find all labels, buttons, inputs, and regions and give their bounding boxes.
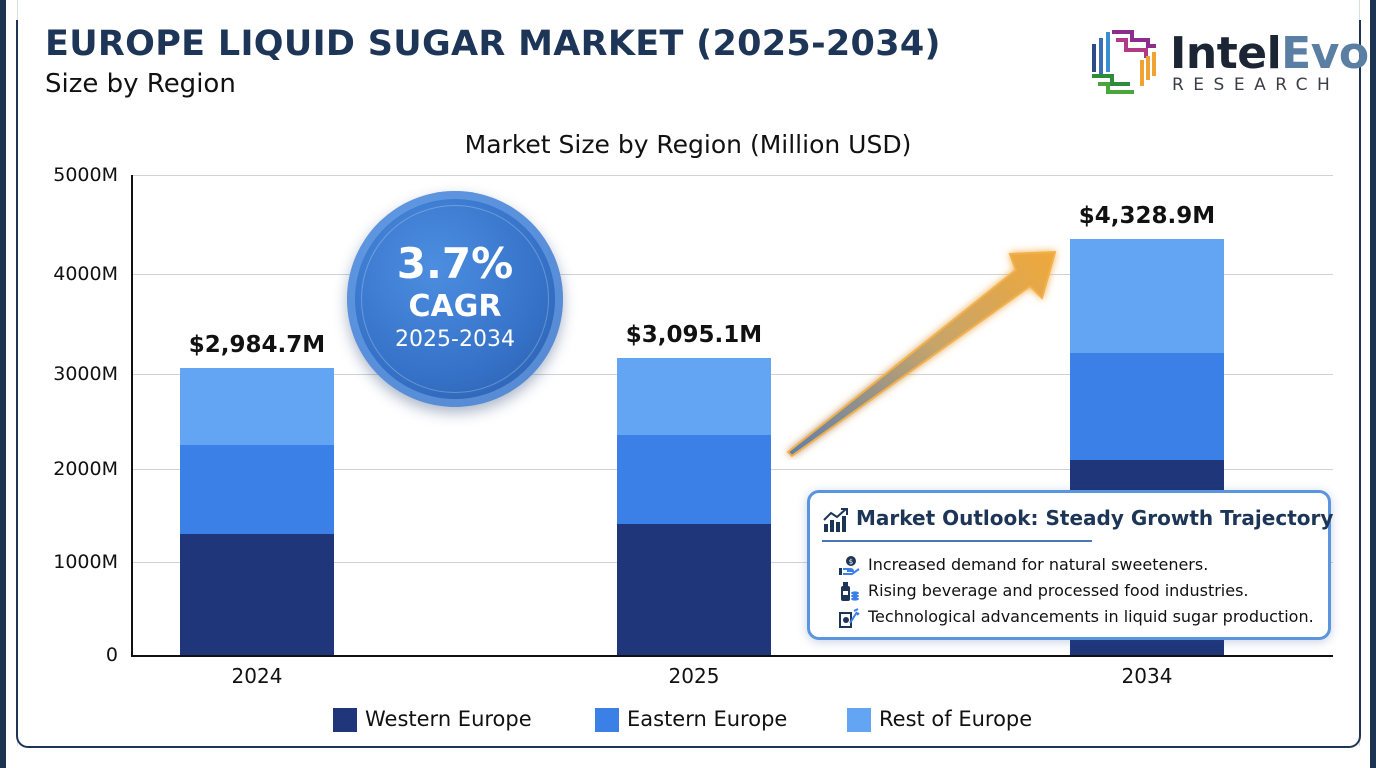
legend-swatch bbox=[595, 708, 619, 732]
growth-chart-icon bbox=[823, 508, 848, 532]
segment-western-europe bbox=[617, 523, 771, 655]
market-outlook-card: Market Outlook: Steady Growth Trajectory… bbox=[807, 490, 1334, 640]
bar-2024 bbox=[180, 368, 334, 655]
logo-name: IntelEvo bbox=[1170, 28, 1369, 79]
y-tick-label: 5000M bbox=[53, 164, 118, 186]
y-tick-label: 0 bbox=[105, 644, 118, 666]
y-tick-label: 4000M bbox=[53, 263, 118, 285]
page-title: EUROPE LIQUID SUGAR MARKET (2025-2034) bbox=[45, 24, 941, 64]
svg-text:$: $ bbox=[849, 558, 853, 566]
intelevo-logo: IntelEvo RESEARCH bbox=[1088, 26, 1369, 96]
segment-rest-of-europe bbox=[180, 368, 334, 445]
segment-western-europe bbox=[180, 534, 334, 655]
y-tick-label: 1000M bbox=[53, 551, 118, 573]
cagr-value: 3.7% bbox=[396, 239, 514, 288]
legend-swatch bbox=[847, 708, 871, 732]
logo-mark-icon bbox=[1092, 30, 1156, 94]
growth-arrow-icon bbox=[786, 250, 1057, 458]
x-tick-label: 2024 bbox=[231, 664, 283, 688]
bottle-stack-icon bbox=[841, 582, 859, 601]
y-tick-label: 3000M bbox=[53, 363, 118, 385]
segment-rest-of-europe bbox=[1070, 239, 1224, 353]
legend-swatch bbox=[333, 708, 357, 732]
hand-coin-icon: $ bbox=[839, 556, 860, 575]
cagr-period: 2025-2034 bbox=[395, 327, 515, 352]
bar-total-label: $2,984.7M bbox=[188, 332, 326, 359]
content-panel bbox=[16, 20, 1361, 748]
logo-tagline: RESEARCH bbox=[1172, 75, 1340, 95]
y-tick-label: 2000M bbox=[53, 458, 118, 480]
segment-eastern-europe bbox=[617, 434, 771, 524]
segment-rest-of-europe bbox=[617, 357, 771, 435]
gridline bbox=[133, 175, 1333, 176]
x-tick-label: 2034 bbox=[1121, 664, 1173, 688]
gridline bbox=[133, 274, 1333, 275]
technology-gear-icon bbox=[839, 608, 860, 628]
frame-right-border bbox=[1370, 0, 1376, 768]
frame-left-border bbox=[0, 0, 6, 768]
cagr-label: CAGR bbox=[408, 289, 502, 324]
y-axis bbox=[131, 175, 133, 657]
bar-total-label: $4,328.9M bbox=[1078, 203, 1216, 230]
segment-eastern-europe bbox=[180, 444, 334, 535]
x-axis bbox=[131, 655, 1333, 657]
page-subtitle: Size by Region bbox=[45, 69, 236, 99]
bar-2025 bbox=[617, 357, 771, 655]
segment-eastern-europe bbox=[1070, 352, 1224, 460]
outlook-divider bbox=[822, 540, 1092, 542]
outlook-title: Market Outlook: Steady Growth Trajectory bbox=[856, 506, 1334, 530]
chart-title: Market Size by Region (Million USD) bbox=[464, 130, 912, 159]
bar-total-label: $3,095.1M bbox=[625, 321, 763, 348]
x-tick-label: 2025 bbox=[668, 664, 720, 688]
cagr-badge: 3.7% CAGR 2025-2034 bbox=[347, 191, 563, 407]
cagr-badge-ring bbox=[361, 205, 549, 393]
